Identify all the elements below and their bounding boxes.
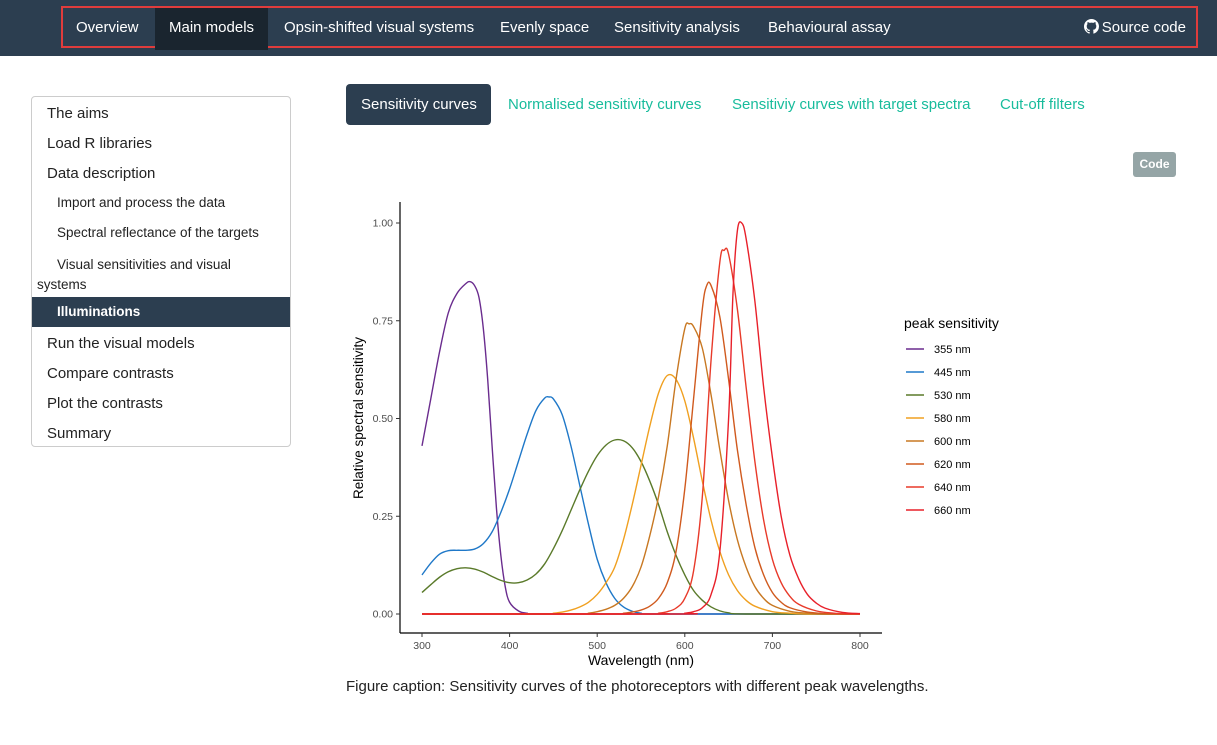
x-tick-label: 500 — [588, 640, 606, 652]
toc-item-data-description[interactable]: Data description — [47, 165, 156, 182]
legend-label: 355 nm — [934, 344, 971, 356]
legend-label: 445 nm — [934, 367, 971, 379]
github-icon — [1083, 19, 1099, 34]
source-code-label: Source code — [1101, 19, 1186, 36]
x-tick-label: 400 — [501, 640, 519, 652]
nav-item-main-models[interactable]: Main models — [155, 8, 269, 50]
nav-item-evenly-space[interactable]: Evenly space — [500, 19, 590, 36]
tab-sensitivity-curves[interactable]: Sensitivity curves — [346, 84, 491, 125]
series-line-660 — [422, 221, 861, 615]
nav-item-opsin-shifted[interactable]: Opsin-shifted visual systems — [284, 19, 475, 36]
nav-item-overview[interactable]: Overview — [76, 19, 139, 36]
nav-item-behavioural-assay[interactable]: Behavioural assay — [768, 19, 891, 36]
toc-item-the-aims[interactable]: The aims — [47, 105, 109, 122]
chart-axes: 300 400 500 600 700 800 0.00 0.25 0.50 0.75 1.00 — [373, 202, 882, 652]
source-code-link[interactable]: Source code — [1083, 8, 1186, 50]
toc-item-spectral-reflectance[interactable]: Spectral reflectance of the targets — [57, 225, 259, 240]
tab-normalised-sensitivity-curves[interactable]: Normalised sensitivity curves — [508, 96, 702, 113]
y-tick-label: 0.25 — [373, 511, 394, 523]
figure-caption: Figure caption: Sensitivity curves of th… — [346, 678, 929, 695]
series-line-640 — [422, 247, 860, 615]
sensitivity-chart: 300 400 500 600 700 800 0.00 0.25 0.50 0.75 1.00 3… — [351, 202, 999, 668]
toc-item-summary[interactable]: Summary — [47, 425, 112, 442]
toc-item-import-data[interactable]: Import and process the data — [57, 195, 226, 210]
x-tick-label: 800 — [851, 640, 869, 652]
y-axis-label: Relative spectral sensitivity — [351, 337, 366, 499]
legend-label: 530 nm — [934, 390, 971, 402]
navbar-container: Overview Main models Opsin-shifted visua… — [61, 6, 1198, 50]
chart-curves — [421, 221, 861, 615]
x-tick-label: 700 — [764, 640, 782, 652]
x-axis-label: Wavelength (nm) — [588, 652, 694, 668]
y-tick-label: 0.75 — [373, 315, 394, 327]
legend-label: 620 nm — [934, 459, 971, 471]
series-line-580 — [422, 373, 860, 615]
chart-legend: 355 nm 445 nm 530 nm 580 nm 600 nm 620 nm 640 … — [906, 344, 971, 517]
toc-item-illuminations[interactable]: Illuminations — [32, 297, 290, 327]
tab-cut-off-filters[interactable]: Cut-off filters — [1000, 96, 1085, 113]
series-line-600 — [422, 322, 860, 615]
toc-item-load-r-libraries[interactable]: Load R libraries — [47, 135, 153, 152]
series-line-445 — [421, 395, 860, 615]
x-tick-label: 300 — [413, 640, 431, 652]
legend-label: 580 nm — [934, 413, 971, 425]
legend-label: 600 nm — [934, 436, 971, 448]
toc-item-plot-contrasts[interactable]: Plot the contrasts — [47, 395, 163, 412]
nav-item-sensitivity-analysis[interactable]: Sensitivity analysis — [614, 19, 740, 36]
legend-title: peak sensitivity — [904, 315, 999, 331]
series-line-530 — [421, 438, 860, 615]
table-of-contents: The aims Load R libraries Data descripti… — [31, 96, 291, 447]
legend-label: 660 nm — [934, 505, 971, 517]
series-line-355 — [421, 280, 860, 615]
toc-item-compare-contrasts[interactable]: Compare contrasts — [47, 365, 174, 382]
y-tick-label: 0.50 — [373, 413, 394, 425]
code-toggle-button[interactable]: Code — [1133, 152, 1176, 177]
toc-item-run-visual-models[interactable]: Run the visual models — [47, 335, 195, 352]
toc-item-visual-sensitivities[interactable]: Visual sensitivities and visual systems — [37, 257, 231, 292]
tab-sensitivity-curves-target-spectra[interactable]: Sensitiviy curves with target spectra — [732, 96, 971, 113]
legend-label: 640 nm — [934, 482, 971, 494]
y-tick-label: 1.00 — [373, 218, 394, 230]
top-navbar: Overview Main models Opsin-shifted visua… — [0, 0, 1217, 56]
series-line-620 — [422, 281, 860, 615]
y-tick-label: 0.00 — [373, 609, 394, 621]
x-tick-label: 600 — [676, 640, 694, 652]
